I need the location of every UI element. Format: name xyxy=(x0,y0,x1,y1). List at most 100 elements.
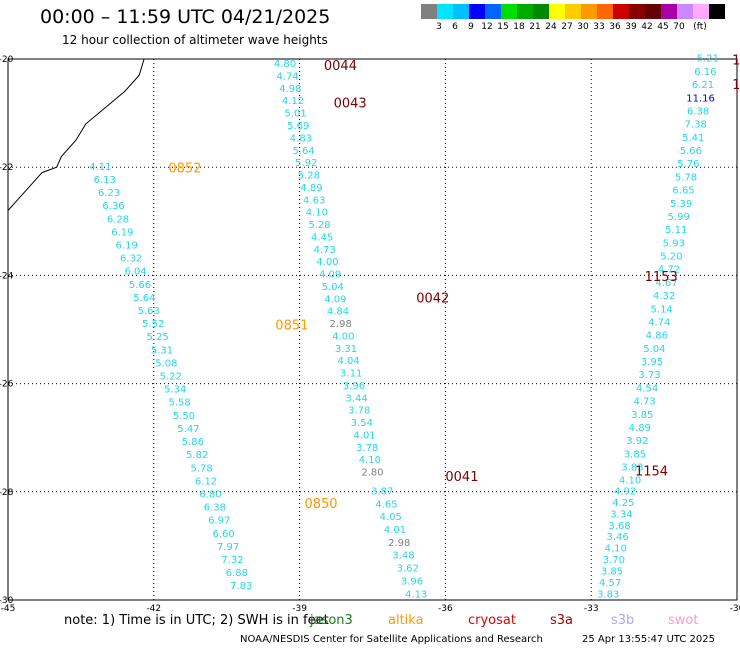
legend-cryosat: cryosat xyxy=(468,613,516,628)
swh-value: 4.12 xyxy=(282,96,304,107)
colorbar-swatch xyxy=(549,4,565,19)
swh-value: 7.83 xyxy=(230,581,252,592)
colorbar-label: 30 xyxy=(577,22,589,32)
plot-frame xyxy=(7,58,738,601)
colorbar-swatch xyxy=(485,4,501,19)
swh-value: 4.01 xyxy=(384,525,406,536)
swh-value: 6.23 xyxy=(98,188,120,199)
colorbar-swatch xyxy=(453,4,469,19)
swh-value: 2.80 xyxy=(361,468,383,479)
swh-value: 3.73 xyxy=(638,370,660,381)
swh-value: 6.12 xyxy=(195,476,217,487)
colorbar-label: 6 xyxy=(452,22,458,32)
swh-value: 3.83 xyxy=(597,589,619,600)
swh-value: 5.64 xyxy=(292,146,314,157)
y-tick-label: -24 xyxy=(0,271,14,281)
swh-value: 5.14 xyxy=(651,304,673,315)
pass-time-label: 1153 xyxy=(645,270,678,285)
legend-s3a: s3a xyxy=(550,613,574,628)
legend-s3b: s3b xyxy=(611,613,635,628)
swh-value: 3.96 xyxy=(343,381,365,392)
swh-value: 3.87 xyxy=(371,487,393,498)
swh-value: 6.65 xyxy=(672,186,694,197)
swh-value: 3.85 xyxy=(624,449,646,460)
colorbar-label: 39 xyxy=(625,22,637,32)
colorbar-label: 15 xyxy=(497,22,509,32)
pass-time-label: 0042 xyxy=(416,291,449,306)
pass-time-label: 0044 xyxy=(324,59,357,74)
footer-credit: NOAA/NESDIS Center for Satellite Applica… xyxy=(240,634,543,645)
swh-value: 5.78 xyxy=(675,172,697,183)
swh-value: 2.98 xyxy=(330,319,352,330)
swh-value: 7.97 xyxy=(217,542,239,553)
swh-value: 4.83 xyxy=(290,133,312,144)
colorbar-swatch xyxy=(437,4,453,19)
swh-value: 3.83 xyxy=(621,462,643,473)
colorbar-label: 9 xyxy=(468,22,474,32)
swh-value: 5.39 xyxy=(670,199,692,210)
swh-value: 4.09 xyxy=(319,270,341,281)
swh-value: 4.00 xyxy=(332,331,354,342)
swh-value: 5.04 xyxy=(322,282,344,293)
swh-value: 2.98 xyxy=(388,538,410,549)
x-tick-label: -45 xyxy=(1,604,16,612)
swh-value: 6.38 xyxy=(204,503,226,514)
swh-value: 5.25 xyxy=(146,332,168,343)
swh-value: 6.80 xyxy=(199,489,221,500)
x-tick-label: -42 xyxy=(146,604,161,612)
pass-time-label: 0850 xyxy=(304,497,337,512)
swh-value: 4.10 xyxy=(619,476,641,487)
colorbar-label: 27 xyxy=(561,22,573,32)
colorbar-swatch xyxy=(613,4,629,19)
colorbar-label: 36 xyxy=(609,22,621,32)
swh-value: 4.00 xyxy=(316,257,338,268)
swh-value: 5.31 xyxy=(151,345,173,356)
colorbar-swatch xyxy=(501,4,517,19)
swh-value: 5.92 xyxy=(295,158,317,169)
colorbar-unit: (ft) xyxy=(693,22,707,32)
swh-value: 5.01 xyxy=(284,109,306,120)
swh-value: 5.82 xyxy=(186,450,208,461)
coastline xyxy=(7,58,145,211)
pass-time-label: 1154 xyxy=(635,465,668,480)
swh-value: 5.08 xyxy=(155,358,177,369)
swh-value: 3.44 xyxy=(345,393,367,404)
colorbar-swatch xyxy=(469,4,485,19)
y-tick-label: -26 xyxy=(0,380,14,390)
swh-value: 4.01 xyxy=(353,430,375,441)
footer-timestamp: 25 Apr 13:55:47 UTC 2025 xyxy=(582,634,715,645)
swh-value: 3.85 xyxy=(601,566,623,577)
swh-value: 3.85 xyxy=(631,410,653,421)
swh-value: 6.60 xyxy=(213,529,235,540)
pass-time-label: 115 xyxy=(732,78,740,93)
swh-value: 3.68 xyxy=(608,521,630,532)
y-tick-label: -28 xyxy=(0,488,14,498)
legend-altika: altika xyxy=(388,613,424,628)
swh-value: 4.74 xyxy=(648,317,670,328)
swh-value: 6.32 xyxy=(120,254,142,265)
colorbar-label: 18 xyxy=(513,22,525,32)
swh-value: 3.31 xyxy=(335,344,357,355)
swh-value: 6.21 xyxy=(692,80,714,91)
swh-value: 5.99 xyxy=(668,212,690,223)
pass-time-label: 115 xyxy=(732,53,740,68)
swh-value: 5.76 xyxy=(677,159,699,170)
swh-value: 3.46 xyxy=(607,532,629,543)
swh-value: 5.22 xyxy=(160,372,182,383)
legend-swot: swot xyxy=(668,613,699,628)
swh-value: 6.16 xyxy=(694,67,716,78)
swh-value: 5.28 xyxy=(308,220,330,231)
swh-value: 3.34 xyxy=(610,509,632,520)
colorbar-swatch xyxy=(629,4,645,19)
swh-value: 5.28 xyxy=(298,171,320,182)
swh-value: 6.38 xyxy=(687,106,709,117)
y-tick-label: -22 xyxy=(0,163,13,173)
swh-value: 5.69 xyxy=(287,121,309,132)
swh-value: 6.19 xyxy=(111,227,133,238)
pass-time-label: 0852 xyxy=(168,162,201,177)
swh-value: 5.34 xyxy=(164,385,186,396)
swh-value: 11.16 xyxy=(686,93,715,104)
swh-value: 4.67 xyxy=(655,278,677,289)
swh-value: 7.38 xyxy=(685,120,707,131)
pass-time-label: 0851 xyxy=(275,319,308,334)
